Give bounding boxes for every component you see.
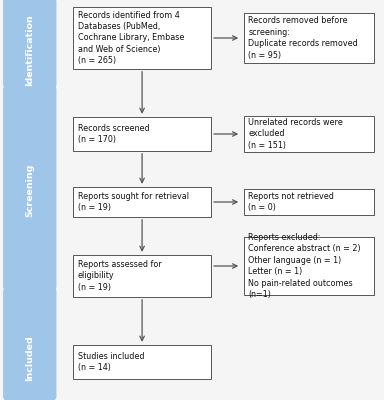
FancyBboxPatch shape xyxy=(3,85,56,291)
Text: Reports assessed for
eligibility
(n = 19): Reports assessed for eligibility (n = 19… xyxy=(78,260,161,292)
Text: Records screened
(n = 170): Records screened (n = 170) xyxy=(78,124,149,144)
FancyBboxPatch shape xyxy=(244,189,374,215)
Text: Reports sought for retrieval
(n = 19): Reports sought for retrieval (n = 19) xyxy=(78,192,189,212)
FancyBboxPatch shape xyxy=(73,187,211,217)
FancyBboxPatch shape xyxy=(73,117,211,151)
Text: Unrelated records were
excluded
(n = 151): Unrelated records were excluded (n = 151… xyxy=(248,118,343,150)
Text: Records removed before
screening:
Duplicate records removed
(n = 95): Records removed before screening: Duplic… xyxy=(248,16,358,60)
Text: Included: Included xyxy=(25,335,34,381)
FancyBboxPatch shape xyxy=(244,116,374,152)
FancyBboxPatch shape xyxy=(3,287,56,400)
Text: Reports excluded:
Conference abstract (n = 2)
Other language (n = 1)
Letter (n =: Reports excluded: Conference abstract (n… xyxy=(248,233,361,299)
Text: Records identified from 4
Databases (PubMed,
Cochrane Library, Embase
and Web of: Records identified from 4 Databases (Pub… xyxy=(78,11,184,65)
FancyBboxPatch shape xyxy=(3,0,56,89)
FancyBboxPatch shape xyxy=(73,7,211,69)
Text: Identification: Identification xyxy=(25,14,34,86)
Text: Reports not retrieved
(n = 0): Reports not retrieved (n = 0) xyxy=(248,192,334,212)
FancyBboxPatch shape xyxy=(73,255,211,297)
FancyBboxPatch shape xyxy=(73,345,211,379)
Text: Screening: Screening xyxy=(25,163,34,217)
Text: Studies included
(n = 14): Studies included (n = 14) xyxy=(78,352,144,372)
FancyBboxPatch shape xyxy=(244,13,374,63)
FancyBboxPatch shape xyxy=(244,237,374,295)
